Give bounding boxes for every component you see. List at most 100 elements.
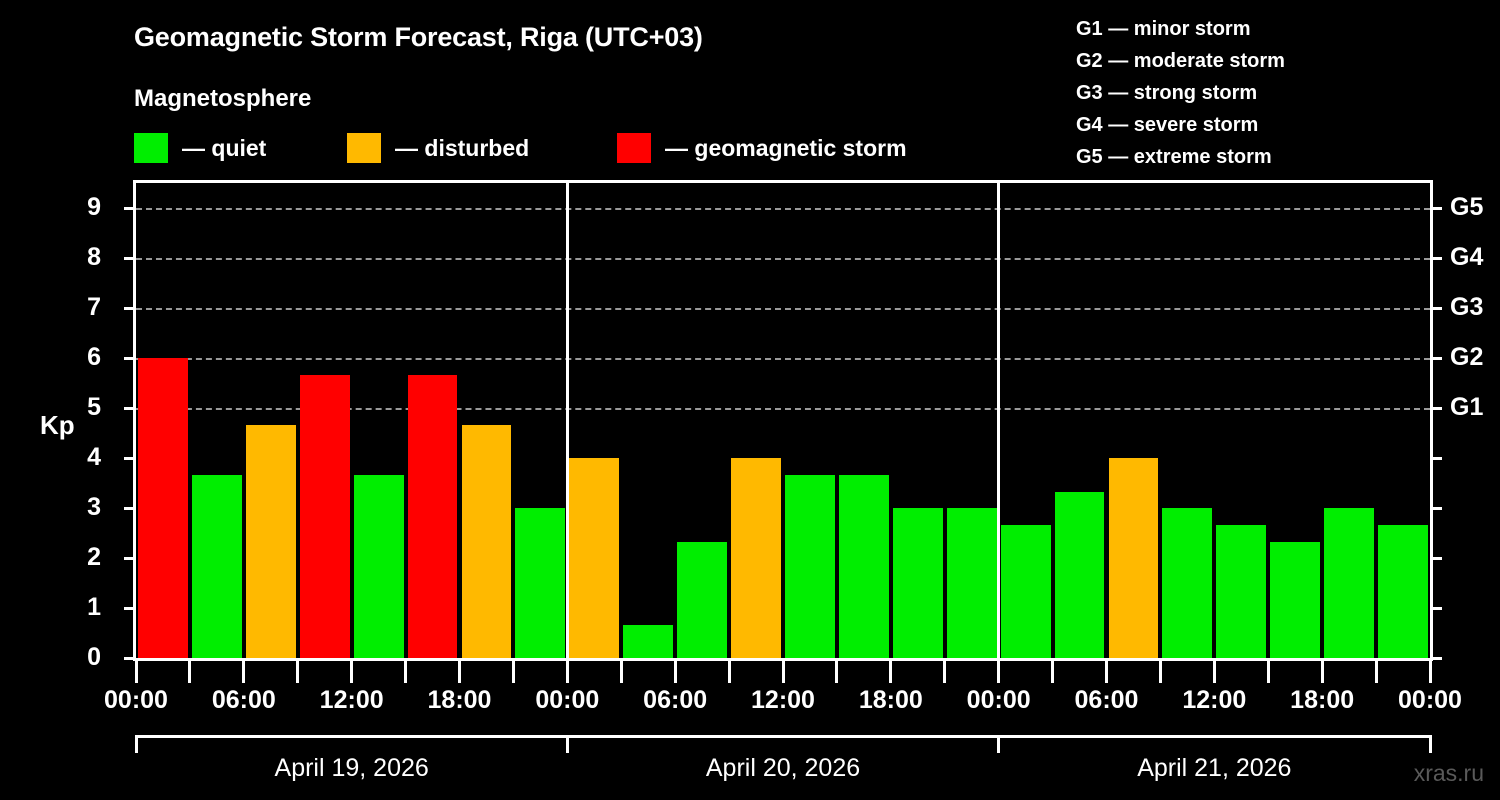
legend-item-disturbed: — disturbed	[347, 133, 529, 165]
right-tick-mark-2	[1431, 556, 1442, 560]
x-tick-mark	[1266, 661, 1270, 683]
y-tick-mark-7	[124, 306, 135, 310]
x-time-label: 00:00	[535, 686, 600, 714]
bar[interactable]	[1054, 491, 1105, 658]
bar[interactable]	[461, 424, 512, 658]
day-bracket-bar	[136, 735, 568, 738]
magnetosphere-heading: Magnetosphere	[134, 85, 312, 112]
bar[interactable]	[677, 541, 728, 658]
x-tick-mark	[1428, 661, 1432, 683]
legend-swatch-storm	[617, 133, 651, 163]
x-tick-mark	[1158, 661, 1162, 683]
x-tick-mark	[511, 661, 515, 683]
y-tick-mark-9	[124, 206, 135, 210]
page-title: Geomagnetic Storm Forecast, Riga (UTC+03…	[134, 22, 703, 52]
axis-top-border	[133, 180, 1433, 183]
x-tick-mark	[997, 661, 1001, 683]
x-tick-mark	[350, 661, 354, 683]
bar[interactable]	[892, 508, 943, 658]
day-separator	[565, 183, 569, 658]
x-time-label: 12:00	[1182, 686, 1247, 714]
day-bracket-cap	[134, 735, 138, 753]
legend-label-disturbed: — disturbed	[395, 134, 530, 161]
x-tick-mark	[673, 661, 677, 683]
right-tick-mark-3	[1431, 506, 1442, 510]
right-tick-mark-4	[1431, 456, 1442, 460]
y-tick-label-2: 2	[87, 543, 101, 571]
x-tick-mark	[1374, 661, 1378, 683]
day-bracket-cap	[565, 735, 569, 753]
bar[interactable]	[1000, 524, 1051, 658]
x-time-label: 18:00	[1290, 686, 1355, 714]
watermark: xras.ru	[1413, 760, 1484, 786]
g-tick-label-G5: G5	[1450, 193, 1484, 221]
bar[interactable]	[731, 458, 781, 658]
day-bracket-bar	[567, 735, 999, 738]
bar[interactable]	[1270, 541, 1321, 658]
bar[interactable]	[407, 374, 458, 658]
day-bracket-cap	[1428, 735, 1432, 753]
bar[interactable]	[569, 458, 620, 658]
y-tick-label-0: 0	[87, 643, 101, 671]
right-tick-mark-1	[1431, 606, 1442, 610]
day-label: April 19, 2026	[274, 754, 429, 782]
x-time-label: 06:00	[211, 686, 276, 714]
right-tick-mark-0	[1431, 656, 1442, 660]
x-tick-mark	[619, 661, 623, 683]
legend-label-quiet: — quiet	[182, 134, 267, 161]
gridline-kp-8	[136, 258, 1430, 260]
g-tick-label-G1: G1	[1450, 393, 1484, 421]
x-tick-mark	[781, 661, 785, 683]
y-tick-label-9: 9	[87, 193, 101, 221]
y-tick-label-4: 4	[87, 443, 101, 471]
y-tick-label-1: 1	[87, 593, 101, 621]
bar[interactable]	[1108, 458, 1159, 658]
bar[interactable]	[191, 474, 242, 658]
x-tick-mark	[458, 661, 461, 683]
bar[interactable]	[515, 508, 566, 658]
bar[interactable]	[1162, 508, 1213, 658]
bar[interactable]	[353, 474, 404, 658]
bar[interactable]	[299, 374, 350, 658]
bar[interactable]	[138, 358, 188, 658]
day-label: April 20, 2026	[705, 754, 861, 782]
y-tick-label-3: 3	[87, 493, 101, 521]
bar[interactable]	[1216, 524, 1267, 658]
y-tick-label-7: 7	[87, 293, 101, 321]
x-tick-mark	[1105, 661, 1108, 683]
g-tick-label-G2: G2	[1450, 343, 1484, 371]
y-tick-mark-4	[124, 456, 135, 460]
x-tick-mark	[727, 661, 731, 683]
storm-scale-line-4: G4 — severe storm	[1076, 114, 1259, 136]
day-bracket-cap	[997, 735, 1001, 753]
x-time-label: 12:00	[319, 686, 384, 714]
x-time-label: 00:00	[1398, 686, 1462, 714]
bar[interactable]	[946, 508, 997, 658]
bar[interactable]	[1324, 508, 1375, 658]
legend-swatch-disturbed	[347, 133, 381, 163]
day-label: April 21, 2026	[1137, 754, 1292, 782]
y-tick-mark-2	[124, 556, 135, 560]
y-tick-mark-8	[124, 256, 135, 260]
bar[interactable]	[785, 474, 835, 658]
right-tick-mark-5	[1431, 406, 1442, 410]
gridline-kp-6	[136, 358, 1430, 360]
bar[interactable]	[245, 424, 296, 658]
x-tick-mark	[1212, 661, 1216, 683]
bar[interactable]	[838, 474, 889, 658]
axis-bottom-border	[133, 658, 1433, 661]
x-time-label: 06:00	[1074, 686, 1139, 714]
storm-scale-line-1: G1 — minor storm	[1076, 18, 1251, 40]
bar[interactable]	[623, 624, 674, 658]
y-tick-label-5: 5	[87, 393, 101, 421]
gridline-kp-7	[136, 308, 1430, 310]
x-time-label: 06:00	[643, 686, 708, 714]
bar[interactable]	[1378, 524, 1428, 658]
storm-scale-line-3: G3 — strong storm	[1076, 82, 1258, 104]
storm-scale-line-2: G2 — moderate storm	[1076, 50, 1285, 72]
x-time-label: 18:00	[427, 686, 492, 714]
x-tick-mark	[835, 661, 839, 683]
g-tick-label-G4: G4	[1450, 243, 1484, 271]
y-tick-mark-3	[124, 506, 135, 510]
